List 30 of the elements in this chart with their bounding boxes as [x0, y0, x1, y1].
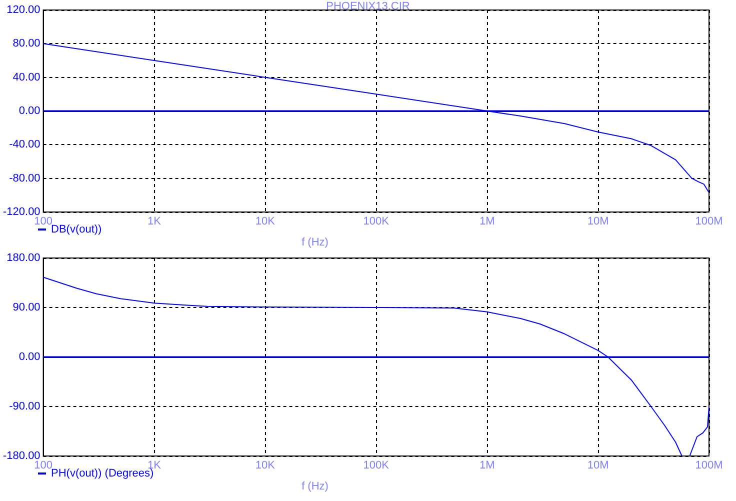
y-tick-label: -80.00	[9, 172, 40, 184]
x-tick-label: 100	[34, 216, 52, 228]
y-tick-label: -120.00	[2, 206, 40, 218]
y-tick-label: 120.00	[6, 4, 40, 16]
x-tick-label: 10K	[255, 216, 276, 228]
x-tick-label: 10M	[587, 460, 609, 472]
x-tick-label: 1M	[479, 460, 495, 472]
chart-title: PHOENIX13.CIR	[326, 0, 410, 12]
y-tick-label: -180.00	[2, 450, 40, 462]
x-tick-label: 1K	[148, 216, 162, 228]
y-tick-label: -90.00	[9, 400, 40, 412]
legend-label: DB(v(out))	[51, 224, 102, 236]
y-tick-label: 0.00	[18, 105, 40, 117]
x-tick-label: 10K	[255, 460, 276, 472]
y-tick-label: 90.00	[12, 302, 40, 314]
x-tick-label: 100K	[363, 460, 390, 472]
legend-label: PH(v(out)) (Degrees)	[51, 468, 154, 480]
x-tick-label: 100K	[363, 216, 390, 228]
x-tick-label: 100M	[695, 460, 723, 472]
y-tick-label: -40.00	[9, 138, 40, 151]
x-tick-label: 10M	[587, 216, 609, 228]
x-axis-title: f (Hz)	[302, 480, 328, 492]
x-tick-label: 100M	[695, 216, 723, 228]
y-tick-label: 80.00	[12, 38, 40, 50]
y-tick-label: 180.00	[6, 252, 40, 264]
y-tick-label: 0.00	[18, 351, 40, 363]
x-tick-label: 100	[34, 460, 52, 472]
x-tick-label: 1M	[479, 216, 495, 228]
x-axis-title: f (Hz)	[302, 236, 328, 248]
y-tick-label: 40.00	[12, 71, 40, 84]
